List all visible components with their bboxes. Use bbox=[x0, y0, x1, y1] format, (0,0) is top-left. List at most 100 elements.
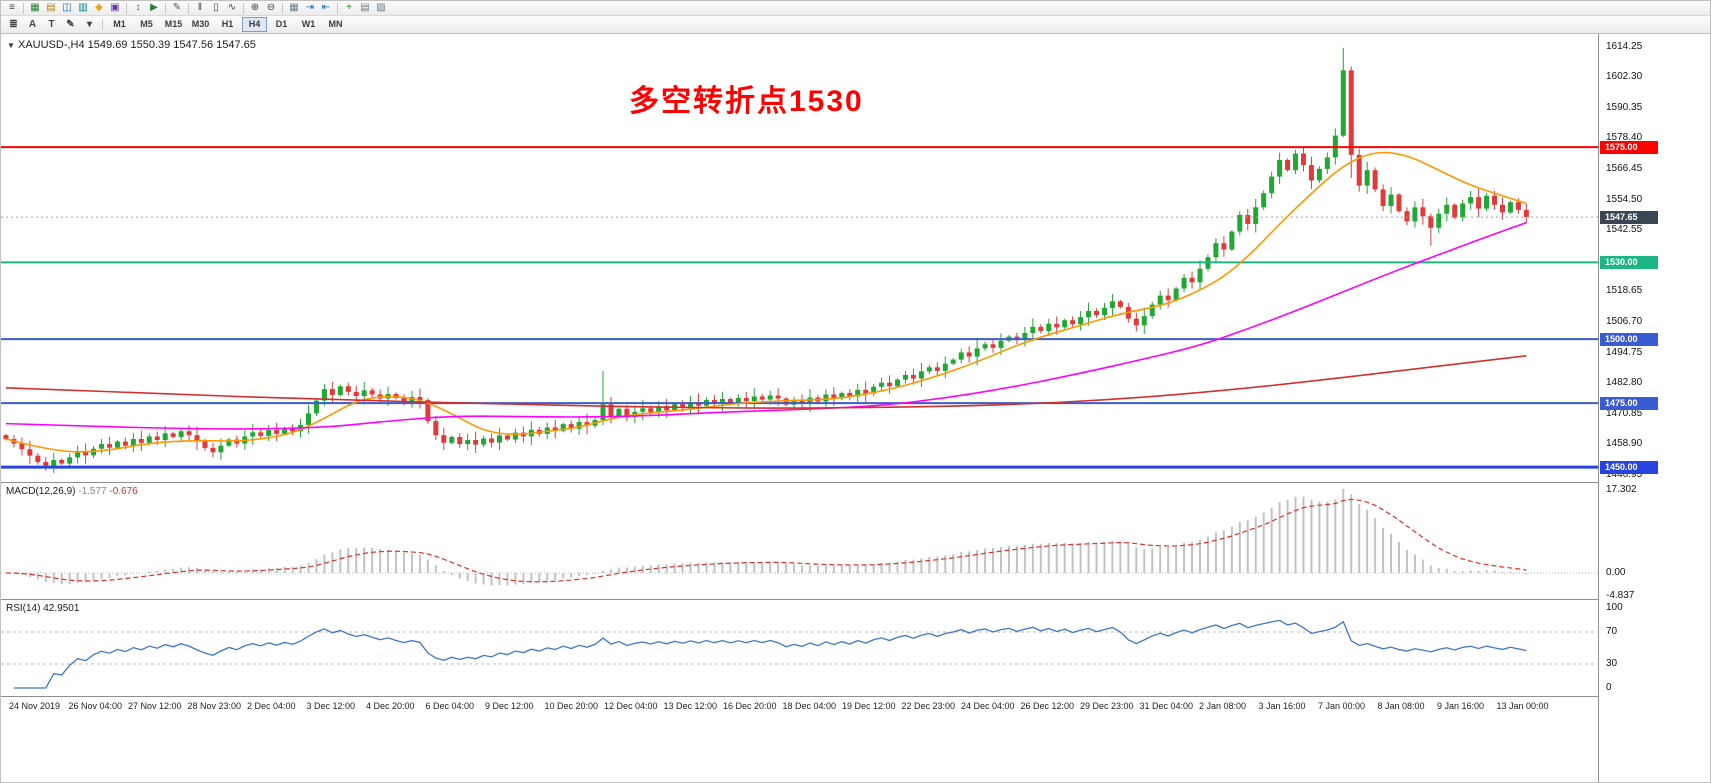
timeframe-d1[interactable]: D1 bbox=[275, 19, 288, 29]
tile-windows-icon[interactable]: ▦ bbox=[289, 1, 299, 13]
rsi-value: 42.9501 bbox=[43, 603, 80, 614]
auto-scroll-icon[interactable]: ⇥ bbox=[305, 1, 315, 13]
toolbar-separator bbox=[165, 2, 166, 14]
metaeditor-icon[interactable]: ✎ bbox=[172, 1, 182, 13]
rsi-chart bbox=[1, 619, 1598, 689]
new-chart-icon[interactable]: ▦ bbox=[30, 1, 40, 13]
time-axis-label: 3 Dec 12:00 bbox=[306, 701, 356, 711]
rsi-axis-label: 100 bbox=[1606, 602, 1623, 613]
rsi-line bbox=[13, 619, 1527, 689]
profiles-icon[interactable]: ▤ bbox=[46, 1, 56, 13]
chart-line-icon[interactable]: ∿ bbox=[227, 1, 237, 13]
timeframe-m1[interactable]: M1 bbox=[113, 19, 126, 29]
macd-panel[interactable]: MACD(12,26,9) -1.577 -0.676 bbox=[1, 483, 1598, 599]
price-axis-label: 1458.90 bbox=[1606, 438, 1643, 450]
ma-fast-line bbox=[5, 151, 1527, 453]
price-axis-label: 1470.85 bbox=[1606, 407, 1643, 419]
ohlc-text: XAUUSD-,H4 1549.69 1550.39 1547.56 1547.… bbox=[17, 39, 256, 51]
time-axis-label: 3 Jan 16:00 bbox=[1258, 701, 1306, 711]
drawing-dropdown[interactable]: ▾ bbox=[86, 18, 93, 30]
time-axis-label: 26 Nov 04:00 bbox=[68, 701, 123, 711]
drawing-tools[interactable]: ✎ bbox=[66, 18, 75, 30]
toolbar-separator bbox=[23, 2, 24, 14]
price-axis-label: 1542.55 bbox=[1606, 224, 1643, 236]
price-axis-label: 1566.45 bbox=[1606, 163, 1643, 175]
macd-axis-label: 0.00 bbox=[1606, 567, 1626, 578]
time-axis[interactable]: 24 Nov 2019 26 Nov 04:00 27 Nov 12:00 28 No… bbox=[1, 697, 1710, 714]
toolbar-separator bbox=[243, 2, 244, 14]
indicators-icon[interactable]: + bbox=[346, 1, 352, 13]
price-axis[interactable]: 1614.25 1602.30 1590.35 1578.40 1566.45 1554.… bbox=[1598, 34, 1710, 782]
toolbar-separator bbox=[282, 2, 283, 14]
timeframe-h1[interactable]: H1 bbox=[221, 19, 234, 29]
macd-chart bbox=[1, 488, 1598, 586]
toolbar-separator bbox=[126, 2, 127, 14]
ma-slow-line bbox=[5, 354, 1527, 409]
market-watch-icon[interactable]: ◫ bbox=[62, 1, 72, 13]
rsi-panel[interactable]: RSI(14) 42.9501 bbox=[1, 600, 1598, 696]
price-level-tag: 1450.00 bbox=[1600, 460, 1658, 474]
timeframe-w1[interactable]: W1 bbox=[301, 19, 316, 29]
timeframe-m15[interactable]: M15 bbox=[164, 19, 183, 29]
price-panel[interactable]: ▼ XAUUSD-,H4 1549.69 1550.39 1547.56 154… bbox=[1, 34, 1598, 482]
price-axis-label: 1590.35 bbox=[1606, 101, 1643, 113]
time-axis-label: 10 Dec 20:00 bbox=[544, 701, 599, 711]
time-axis-label: 27 Nov 12:00 bbox=[128, 701, 182, 711]
menu-icon[interactable]: ≡ bbox=[9, 1, 15, 13]
time-axis-label: 13 Jan 00:00 bbox=[1496, 701, 1549, 711]
timeframe-m5[interactable]: M5 bbox=[140, 19, 153, 29]
text-tool[interactable]: A bbox=[28, 18, 37, 30]
rsi-name: RSI(14) bbox=[6, 603, 41, 614]
price-axis-label: 1518.65 bbox=[1606, 285, 1643, 297]
chart-candles-icon[interactable]: ▯ bbox=[213, 1, 219, 13]
price-axis-label: 1446.95 bbox=[1606, 468, 1643, 480]
time-axis-label: 7 Jan 00:00 bbox=[1318, 701, 1366, 711]
panel-separator[interactable] bbox=[1, 482, 1710, 483]
text-label-tool[interactable]: T bbox=[48, 18, 55, 30]
rsi-axis-label: 70 bbox=[1606, 626, 1618, 637]
zoom-out-icon[interactable]: ⊖ bbox=[266, 1, 276, 13]
autotrading-icon[interactable]: ▶ bbox=[150, 1, 158, 13]
chart-bars-icon[interactable]: ‖ bbox=[197, 1, 203, 13]
chart-shift-icon[interactable]: ⇤ bbox=[321, 1, 331, 13]
toolbar-separator bbox=[188, 2, 189, 14]
new-order-icon[interactable]: ↕ bbox=[135, 1, 141, 13]
time-axis-label: 6 Dec 04:00 bbox=[425, 701, 475, 711]
windows-list[interactable]: ≣ bbox=[9, 18, 18, 30]
time-axis-label: 31 Dec 04:00 bbox=[1139, 701, 1194, 711]
macd-axis-label: -4.837 bbox=[1606, 590, 1635, 602]
toolbar-separator bbox=[102, 19, 103, 30]
macd-signal-value: -0.676 bbox=[109, 486, 138, 497]
rsi-label: RSI(14) 42.9501 bbox=[6, 603, 79, 614]
price-level-tag: 1500.00 bbox=[1600, 332, 1658, 346]
time-axis-label: 28 Nov 23:00 bbox=[187, 701, 242, 711]
ma-mid-line bbox=[5, 221, 1527, 430]
candlestick-chart[interactable] bbox=[1, 34, 1598, 482]
panel-separator bbox=[1, 696, 1710, 697]
macd-axis-label: 17.302 bbox=[1606, 483, 1637, 495]
time-axis-label: 13 Dec 12:00 bbox=[663, 701, 718, 711]
ohlc-readout: ▼ XAUUSD-,H4 1549.69 1550.39 1547.56 154… bbox=[7, 39, 256, 51]
zoom-in-icon[interactable]: ⊕ bbox=[250, 1, 260, 13]
chart-annotation: 多空转折点1530 bbox=[629, 85, 864, 118]
price-axis-label: 1614.25 bbox=[1606, 40, 1643, 52]
navigator-icon[interactable]: ◆ bbox=[95, 1, 103, 13]
data-window-icon[interactable]: ▥ bbox=[78, 1, 88, 13]
timeframe-h4[interactable]: H4 bbox=[242, 17, 267, 32]
periods-icon[interactable]: ▤ bbox=[360, 1, 370, 13]
time-axis-label: 9 Jan 16:00 bbox=[1437, 701, 1485, 711]
panel-separator[interactable] bbox=[1, 599, 1710, 600]
price-level-tag: 1575.00 bbox=[1600, 140, 1658, 154]
templates-icon[interactable]: ▨ bbox=[376, 1, 386, 13]
chart-toolbar: ≣ A T ✎ ▾ M1 M5 M15 M30 H1 H4 D1 W1 MN bbox=[1, 16, 1710, 34]
time-axis-label: 19 Dec 12:00 bbox=[842, 701, 896, 711]
timeframe-mn[interactable]: MN bbox=[328, 19, 343, 29]
time-axis-label: 16 Dec 20:00 bbox=[723, 701, 777, 711]
symbol-dropdown-icon[interactable]: ▼ bbox=[7, 41, 15, 50]
price-axis-label: 1494.75 bbox=[1606, 346, 1643, 358]
price-level-tag: 1475.00 bbox=[1600, 396, 1658, 410]
terminal-icon[interactable]: ▣ bbox=[110, 1, 120, 13]
time-axis-label: 29 Dec 23:00 bbox=[1080, 701, 1134, 711]
toolbar-separator bbox=[337, 2, 338, 14]
timeframe-m30[interactable]: M30 bbox=[191, 19, 210, 29]
